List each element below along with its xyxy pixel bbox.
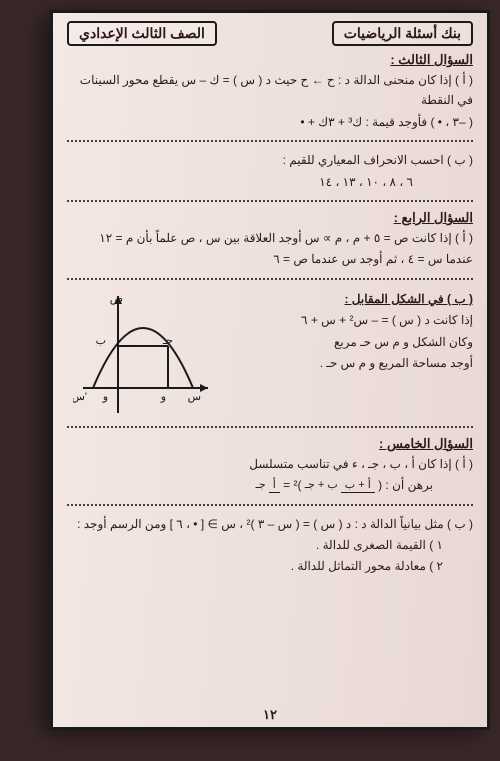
q5-a2-pre: برهن أن : (	[375, 478, 433, 492]
svg-text:حـ: حـ	[162, 335, 173, 347]
subject-box: بنك أسئلة الرياضيات	[332, 21, 473, 46]
q5-b-line1: ( ب ) مثل بيانياً الدالة د : د ( س ) = (…	[67, 514, 473, 534]
q3-b-line1: ( ب ) احسب الانحراف المعياري للقيم :	[67, 150, 473, 170]
separator	[67, 426, 473, 428]
q5-b-line2: ١ ) القيمة الصغرى للدالة .	[67, 535, 473, 555]
q4b-head: ( ب ) في الشكل المقابل :	[223, 289, 473, 309]
q3-a-line1: ( أ ) إذا كان منحنى الدالة د : ح ← ح حيث…	[67, 70, 473, 111]
svg-text:ب: ب	[96, 335, 106, 347]
svg-text:و: و	[160, 391, 166, 403]
exam-page: بنك أسئلة الرياضيات الصف الثالث الإعدادي…	[50, 10, 490, 730]
separator	[67, 140, 473, 142]
q4b-row: ( ب ) في الشكل المقابل : إذا كانت د ( س …	[67, 288, 473, 418]
grade-box: الصف الثالث الإعدادي	[67, 21, 217, 46]
q4-title: السؤال الرابع :	[67, 210, 473, 226]
q4-a-line1: ( أ ) إذا كانت ص = ٥ + م ، م ∝ س أوجد ال…	[67, 228, 473, 248]
separator	[67, 504, 473, 506]
q3-title: السؤال الثالث :	[67, 52, 473, 68]
separator	[67, 200, 473, 202]
q5-a-line1: ( أ ) إذا كان أ ، ب ، جـ ، ء في تناسب مت…	[67, 454, 473, 474]
q4b-line3: أوجد مساحة المربع و م س حـ .	[223, 353, 473, 373]
axis-x-label: س	[188, 391, 201, 403]
q3-a-line2: ( –٣ ، • ) فأوجد قيمة : ك³ + ٣ك + •	[67, 112, 473, 132]
q5-a-line2: برهن أن : ( أ + ب ب + جـ )² = أ جـ	[67, 475, 473, 495]
page-number: ١٢	[263, 707, 277, 723]
q5-b-line3: ٢ ) معادلة محور التماثل للدالة .	[67, 556, 473, 576]
q4-a-line2: عندما س = ٤ ، ثم أوجد س عندما ص = ٦	[67, 249, 473, 269]
q4b-line2: وكان الشكل و م س حـ مربع	[223, 332, 473, 352]
q5-title: السؤال الخامس :	[67, 436, 473, 452]
parabola-graph: ص س ب حـ و و 'س	[73, 288, 213, 418]
separator	[67, 278, 473, 280]
q4b-line1: إذا كانت د ( س ) = – س² + س + ٦	[223, 310, 473, 330]
header-row: بنك أسئلة الرياضيات الصف الثالث الإعدادي	[67, 21, 473, 46]
q4b-text: ( ب ) في الشكل المقابل : إذا كانت د ( س …	[223, 288, 473, 375]
svg-text:'س: 'س	[73, 391, 87, 403]
svg-text:و: و	[102, 391, 108, 403]
axis-y-label: ص	[110, 293, 123, 305]
fraction-1: أ + ب ب + جـ	[305, 480, 375, 491]
fraction-2: أ جـ	[256, 480, 280, 491]
q3-b-line2: ٦ ، ٨ ، ١٠ ، ١٣ ، ١٤	[67, 172, 473, 192]
q5-a2-mid: )² =	[280, 478, 302, 492]
